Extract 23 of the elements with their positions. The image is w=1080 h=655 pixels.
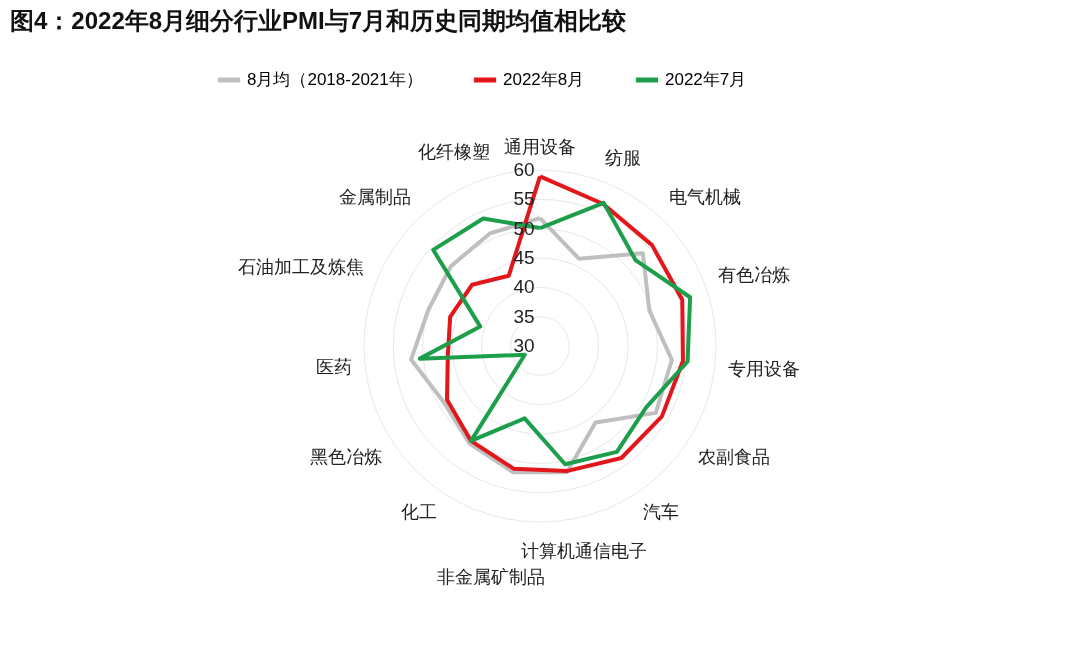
legend-label: 8月均（2018-2021年） (247, 70, 423, 89)
spoke-label: 石油加工及炼焦 (238, 257, 365, 278)
spoke-label: 金属制品 (339, 186, 412, 207)
chart-title: 图4：2022年8月细分行业PMI与7月和历史同期均值相比较 (10, 7, 628, 34)
spoke-label: 通用设备 (504, 137, 576, 157)
legend-label: 2022年7月 (665, 70, 747, 89)
spoke-label: 计算机通信电子 (520, 541, 647, 562)
spoke-label: 农副食品 (698, 447, 771, 468)
spoke-label: 纺服 (605, 148, 642, 169)
y-tick-label: 30 (513, 335, 535, 356)
legend-label: 2022年8月 (503, 70, 585, 89)
spoke-label: 汽车 (643, 502, 680, 523)
spoke-label: 电气机械 (668, 186, 741, 207)
spoke-label: 有色冶炼 (718, 265, 791, 286)
spoke-label: 黑色冶炼 (309, 447, 382, 468)
spoke-label: 专用设备 (727, 358, 800, 379)
y-tick-label: 35 (513, 305, 535, 327)
spoke-label: 化工 (400, 502, 437, 523)
y-tick-label: 40 (513, 276, 535, 298)
spoke-label: 医药 (316, 356, 353, 377)
y-tick-label: 60 (513, 159, 535, 180)
spoke-label: 化纤橡塑 (417, 141, 490, 162)
spoke-label: 非金属矿制品 (436, 566, 545, 587)
